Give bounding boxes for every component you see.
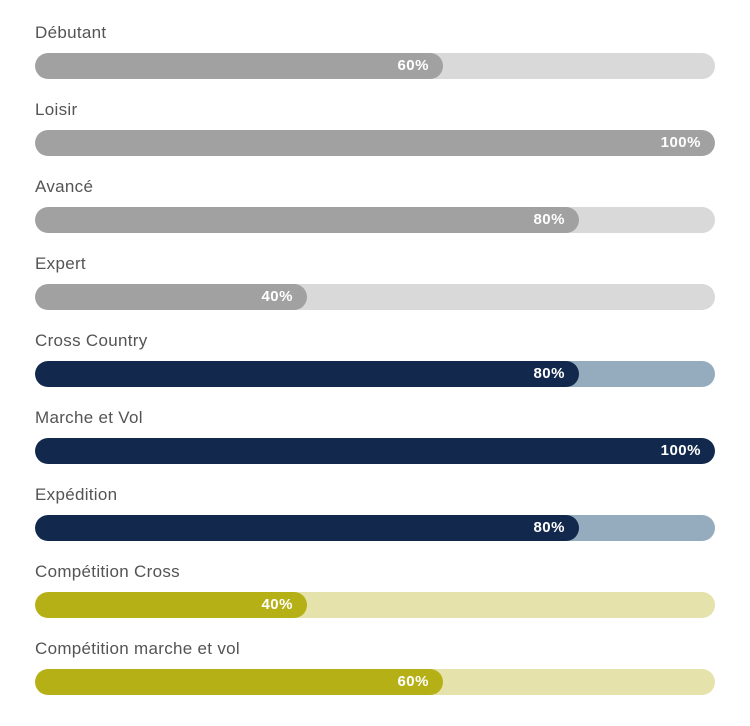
progress-track: 60%: [35, 53, 715, 79]
progress-value-label: 80%: [533, 519, 565, 536]
skill-label: Compétition Cross: [35, 562, 180, 581]
progress-fill: 100%: [35, 130, 715, 156]
progress-value-label: 40%: [261, 288, 293, 305]
progress-fill: 40%: [35, 592, 307, 618]
progress-track: 80%: [35, 361, 715, 387]
skill-row: Expert 40%: [35, 253, 715, 310]
progress-fill: 60%: [35, 669, 443, 695]
progress-value-label: 60%: [397, 673, 429, 690]
skill-row: Cross Country 80%: [35, 330, 715, 387]
skill-label: Expédition: [35, 485, 118, 504]
progress-fill: 60%: [35, 53, 443, 79]
skill-label: Marche et Vol: [35, 408, 143, 427]
progress-value-label: 100%: [660, 134, 701, 151]
progress-value-label: 60%: [397, 57, 429, 74]
skill-label: Débutant: [35, 23, 107, 42]
progress-value-label: 40%: [261, 596, 293, 613]
progress-track: 80%: [35, 207, 715, 233]
skill-label: Expert: [35, 254, 86, 273]
progress-track: 40%: [35, 592, 715, 618]
progress-value-label: 100%: [660, 442, 701, 459]
skill-row: Compétition marche et vol 60%: [35, 638, 715, 695]
skill-label: Compétition marche et vol: [35, 639, 240, 658]
progress-fill: 40%: [35, 284, 307, 310]
progress-value-label: 80%: [533, 365, 565, 382]
skill-label: Avancé: [35, 177, 94, 196]
progress-track: 100%: [35, 130, 715, 156]
progress-track: 60%: [35, 669, 715, 695]
progress-track: 100%: [35, 438, 715, 464]
progress-fill: 80%: [35, 207, 579, 233]
progress-fill: 80%: [35, 361, 579, 387]
progress-fill: 80%: [35, 515, 579, 541]
progress-track: 80%: [35, 515, 715, 541]
progress-fill: 100%: [35, 438, 715, 464]
skill-label: Loisir: [35, 100, 78, 119]
skill-row: Expédition 80%: [35, 484, 715, 541]
skill-row: Marche et Vol 100%: [35, 407, 715, 464]
skill-row: Compétition Cross 40%: [35, 561, 715, 618]
skills-progress-chart: Débutant 60% Loisir 100% Avancé 80% Expe…: [35, 22, 715, 695]
progress-value-label: 80%: [533, 211, 565, 228]
skill-label: Cross Country: [35, 331, 148, 350]
skill-row: Loisir 100%: [35, 99, 715, 156]
progress-track: 40%: [35, 284, 715, 310]
skill-row: Débutant 60%: [35, 22, 715, 79]
skill-row: Avancé 80%: [35, 176, 715, 233]
